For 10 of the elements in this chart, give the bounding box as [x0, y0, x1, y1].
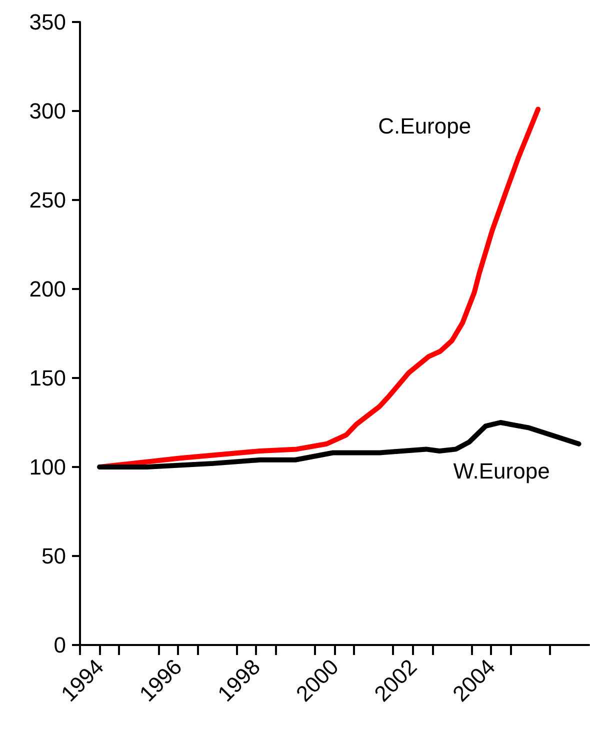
y-tick-label: 200	[29, 276, 66, 302]
y-tick-label: 250	[29, 188, 66, 212]
y-tick-label: 100	[29, 454, 66, 480]
series-label: W.Europe	[453, 458, 550, 484]
y-tick-label: 150	[29, 366, 66, 390]
y-tick-label: 300	[29, 98, 66, 124]
text: C.Europe	[378, 114, 472, 139]
y-tick-label: 350	[29, 10, 66, 34]
y-tick-label: 50	[42, 544, 66, 568]
y-tick-label: 0	[54, 632, 66, 658]
